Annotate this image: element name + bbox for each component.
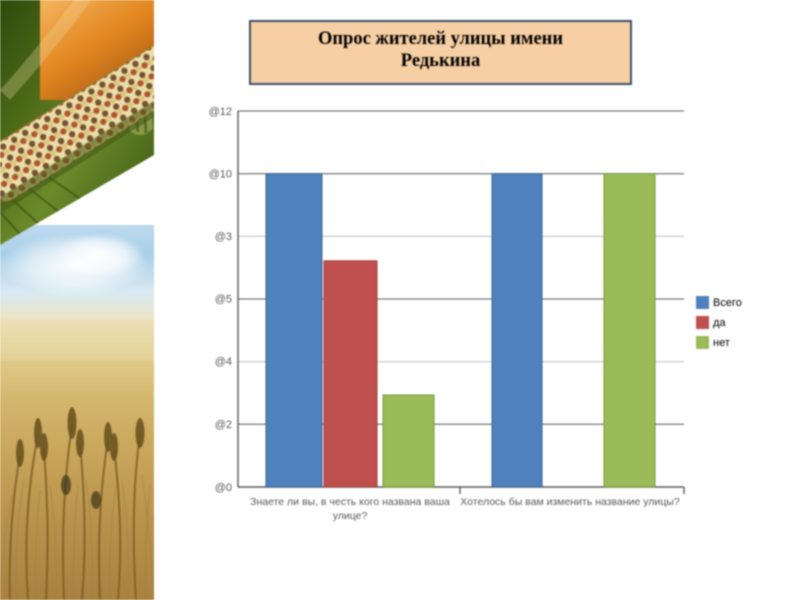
svg-text:да: да xyxy=(713,317,726,329)
svg-text:Хотелось бы вам изменить назва: Хотелось бы вам изменить название улицы? xyxy=(460,496,680,508)
svg-text:улице?: улице? xyxy=(333,510,368,522)
svg-text:@4: @4 xyxy=(215,356,232,368)
svg-text:@0: @0 xyxy=(215,482,232,494)
svg-text:@12: @12 xyxy=(209,106,232,118)
svg-text:@5: @5 xyxy=(215,294,232,306)
svg-text:@10: @10 xyxy=(209,169,232,181)
svg-text:нет: нет xyxy=(713,337,730,349)
svg-text:Знаете ли вы, в честь кого наз: Знаете ли вы, в честь кого названа ваша xyxy=(250,496,450,508)
svg-text:@3: @3 xyxy=(215,231,232,243)
svg-text:@2: @2 xyxy=(215,419,232,431)
svg-text:Всего: Всего xyxy=(713,297,742,309)
